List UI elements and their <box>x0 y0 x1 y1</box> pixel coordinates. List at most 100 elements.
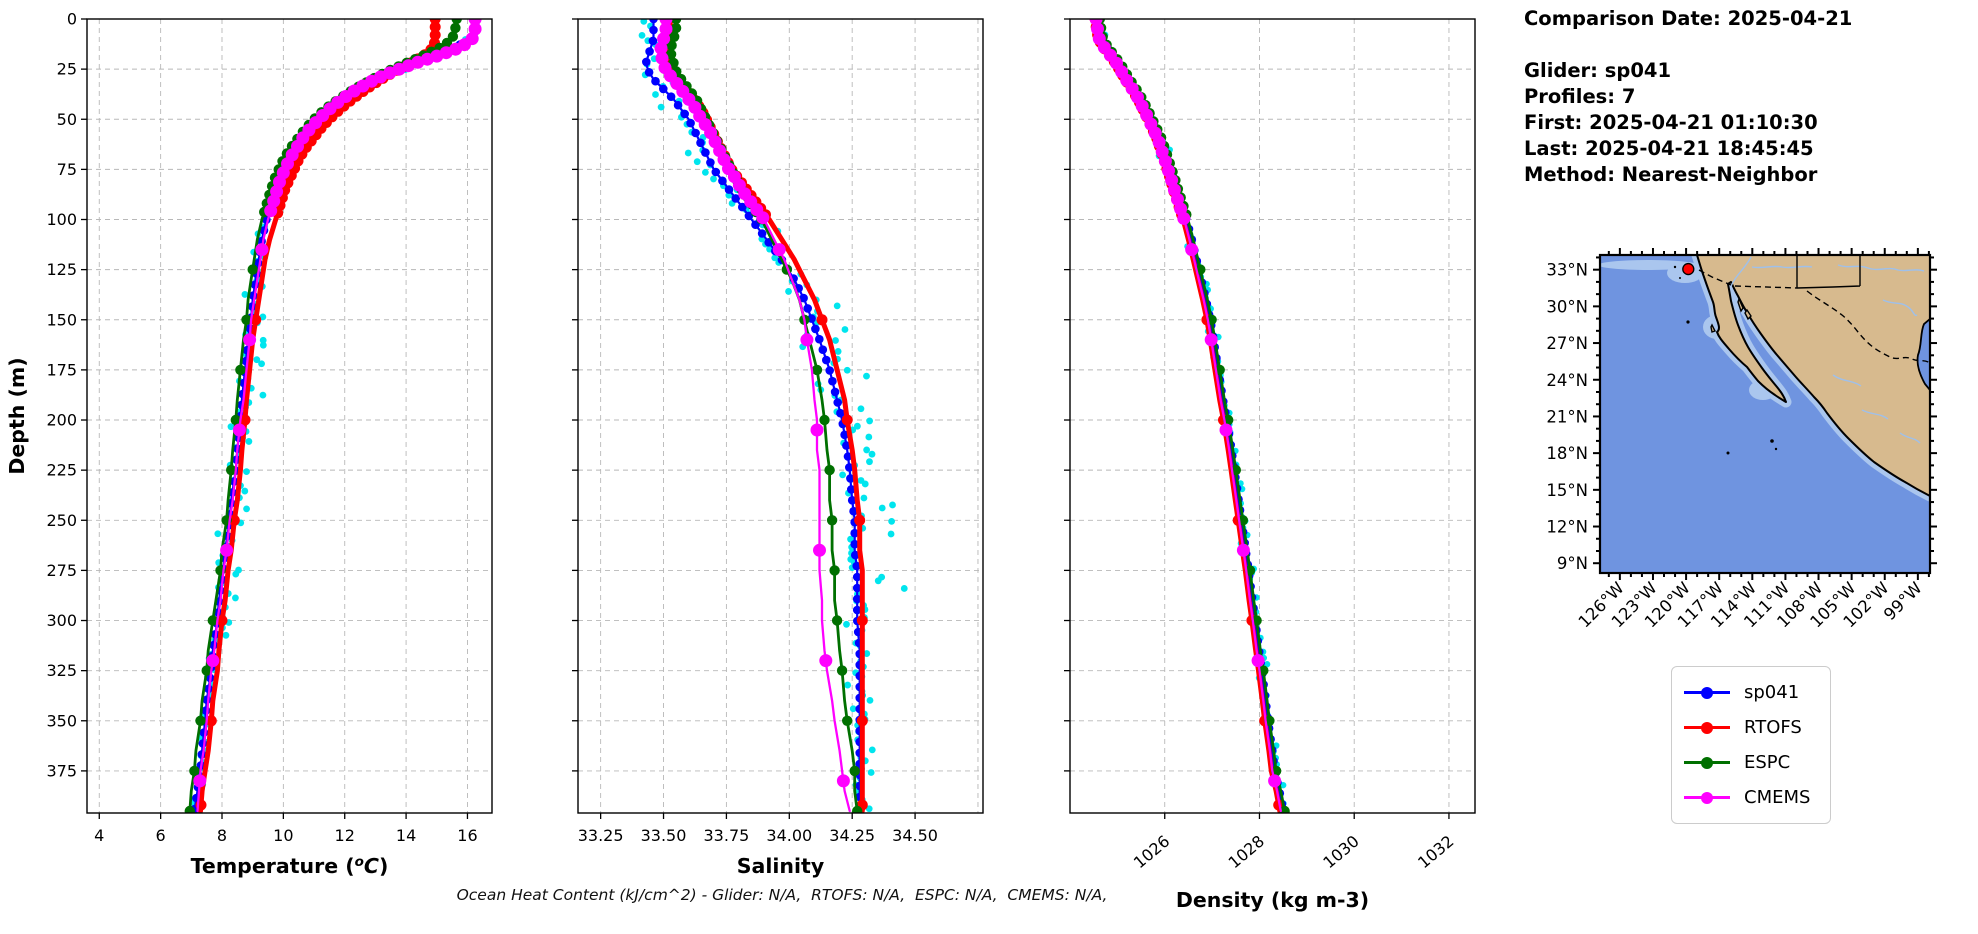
lat-tick-label: 21°N <box>1546 407 1588 426</box>
y-axis-title: Depth (m) <box>5 357 29 474</box>
y-tick-label: 250 <box>46 511 77 530</box>
cmems-density-series <box>1089 19 1282 813</box>
espc-markers <box>184 19 462 813</box>
cmems-temperature-series <box>193 19 482 813</box>
glider-position-marker <box>1682 262 1695 276</box>
legend-item-sp041: sp041 <box>1684 675 1816 710</box>
map-ticks <box>1593 248 1937 580</box>
x-tick-label: 4 <box>94 826 104 845</box>
y-tick-label: 150 <box>46 310 77 329</box>
lat-tick-label: 18°N <box>1546 444 1588 463</box>
legend-line-sample <box>1684 686 1730 700</box>
y-tick-label: 50 <box>57 110 77 129</box>
info-line-2: Glider: sp041 <box>1524 59 1672 82</box>
y-tick-label: 0 <box>67 10 77 29</box>
y-tick-label: 25 <box>57 60 77 79</box>
map-geography <box>1600 255 1930 573</box>
temperature-ticks <box>81 18 469 819</box>
rtofs-temperature-series <box>195 19 441 813</box>
lat-tick-label: 33°N <box>1546 261 1588 280</box>
ocean-heat-content-note: Ocean Heat Content (kJ/cm^2) - Glider: N… <box>456 886 1108 904</box>
y-tick-label: 200 <box>46 411 77 430</box>
cmems-markers <box>193 19 482 788</box>
salinity-ticks <box>572 18 916 819</box>
rtofs-markers <box>1089 19 1285 811</box>
x-axis-title: Density (kg m-3) <box>1176 888 1369 912</box>
legend-line-sample <box>1684 721 1730 735</box>
grid-lines <box>1070 18 1475 813</box>
map-land <box>1697 255 1930 496</box>
temperature-axes-frame <box>86 18 493 814</box>
info-line-0: Comparison Date: 2025-04-21 <box>1524 7 1853 30</box>
map-islands <box>1673 265 1778 455</box>
map-frame <box>1598 253 1932 575</box>
x-tick-label: 1030 <box>1319 832 1362 873</box>
info-line-5: Last: 2025-04-21 18:45:45 <box>1524 137 1814 160</box>
lat-tick-label: 24°N <box>1546 371 1588 390</box>
salinity-axes-frame <box>577 18 984 814</box>
y-tick-label: 350 <box>46 711 77 730</box>
info-line-4: First: 2025-04-21 01:10:30 <box>1524 111 1818 134</box>
y-tick-label: 325 <box>46 661 77 680</box>
glider-scatter-points <box>638 19 908 813</box>
legend-line-sample <box>1684 791 1730 805</box>
salinity-plot: 33.25 33.50 33.75 34.00 34.25 34.50 Salinity <box>572 18 984 878</box>
x-axis-title: Salinity <box>737 854 824 878</box>
map-borders <box>1698 255 1930 364</box>
sp041-temperature-series <box>190 19 480 813</box>
legend-item-cmems: CMEMS <box>1684 780 1816 815</box>
x-tick-label: 34.00 <box>766 826 812 845</box>
lat-tick-label: 30°N <box>1546 297 1588 316</box>
x-tick-label: 33.50 <box>641 826 687 845</box>
lat-tick-label: 15°N <box>1546 481 1588 500</box>
legend-label: ESPC <box>1744 752 1791 773</box>
x-tick-label: 16 <box>457 826 477 845</box>
density-ticks <box>1064 18 1450 819</box>
x-tick-label: 34.25 <box>829 826 875 845</box>
x-tick-label: 1028 <box>1225 832 1268 873</box>
legend-item-rtofs: RTOFS <box>1684 710 1816 745</box>
x-tick-label: 34.50 <box>892 826 938 845</box>
espc-temperature-series <box>184 19 462 813</box>
y-tick-label: 275 <box>46 561 77 580</box>
x-tick-label: 33.75 <box>704 826 750 845</box>
y-tick-label: 225 <box>46 461 77 480</box>
sp041-density-series <box>1094 19 1287 813</box>
density-plot: 1026 1028 1030 1032 Density (kg m-3) <box>1064 18 1476 912</box>
x-tick-label: 1032 <box>1414 832 1457 873</box>
y-tick-label: 175 <box>46 360 77 379</box>
y-tick-label: 375 <box>46 761 77 780</box>
temperature-tick-labels: 4 6 8 10 12 14 16 0 25 50 75 100 125 150 175 200 225 250 2… <box>46 10 477 846</box>
x-tick-label: 33.25 <box>578 826 624 845</box>
legend: sp041 RTOFS ESPC CMEMS <box>1671 666 1831 824</box>
lat-tick-label: 27°N <box>1546 334 1588 353</box>
legend-line-sample <box>1684 756 1730 770</box>
legend-label: RTOFS <box>1744 717 1802 738</box>
y-tick-label: 75 <box>57 160 77 179</box>
temperature-plot: 4 6 8 10 12 14 16 0 25 50 75 100 125 150 175 200 225 250 2… <box>5 10 493 878</box>
info-spacer <box>1524 32 1852 58</box>
x-tick-label: 14 <box>396 826 416 845</box>
cmems-markers <box>1089 19 1282 788</box>
y-tick-label: 125 <box>46 260 77 279</box>
map-shallow-patch <box>1600 260 1698 270</box>
x-tick-label: 10 <box>273 826 293 845</box>
info-line-6: Method: Nearest-Neighbor <box>1524 163 1818 186</box>
density-tick-labels: 1026 1028 1030 1032 <box>1130 832 1458 873</box>
x-tick-label: 12 <box>335 826 355 845</box>
y-tick-label: 300 <box>46 611 77 630</box>
map-gom-coastline <box>1916 318 1930 391</box>
y-tick-label: 100 <box>46 210 77 229</box>
sp041-markers <box>190 19 480 813</box>
density-axes-frame <box>1069 18 1476 814</box>
x-axis-title: Temperature (oC) <box>191 854 389 878</box>
x-tick-label: 6 <box>156 826 166 845</box>
legend-item-espc: ESPC <box>1684 745 1816 780</box>
rtofs-density-series <box>1089 19 1285 813</box>
x-tick-label: 1026 <box>1130 832 1173 873</box>
rtofs-markers <box>195 19 441 811</box>
map-coastline <box>1696 255 1930 497</box>
x-tick-label: 8 <box>217 826 227 845</box>
glider-scatter-points <box>1094 19 1287 807</box>
lat-tick-label: 12°N <box>1546 518 1588 537</box>
